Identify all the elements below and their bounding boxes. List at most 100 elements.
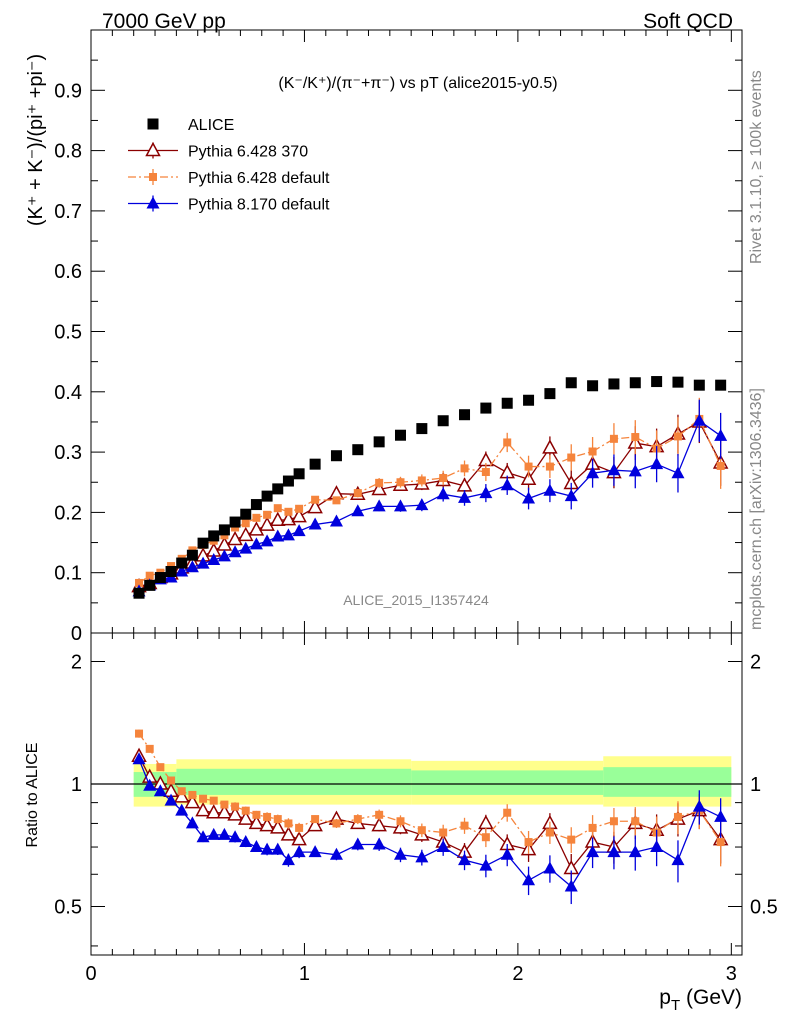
alice-point (394, 429, 406, 441)
alice-point (309, 458, 321, 470)
pythia-8-170-default-ratio-point (692, 799, 706, 812)
pythia-8-170-default-point (292, 524, 306, 537)
pythia-6-428-default-ratio-point (631, 817, 640, 826)
legend: ALICE Pythia 6.428 370 Pythia 6.428 defaul… (128, 117, 330, 214)
pythia-6-428-default-ratio-point (673, 812, 682, 821)
pythia-8-170-default-point (196, 556, 210, 569)
pythia-6-428-default-ratio-point (716, 838, 725, 847)
alice-point (330, 450, 342, 462)
pythia-6-428-default-ratio-point (145, 744, 154, 753)
y-tick-label: 0.1 (54, 563, 82, 585)
pythia-8-170-default-point (228, 545, 242, 558)
pythia-6-428-370-ratio-point (184, 794, 201, 809)
x-axis-label-main: p (659, 986, 671, 1009)
pythia-8-170-default-point (479, 486, 493, 499)
pythia-6-428-370-ratio-point (248, 814, 265, 830)
pythia-8-170-default-ratio-point (543, 861, 557, 874)
pythia-8-170-default-ratio-point (479, 858, 493, 871)
alice-point (715, 379, 727, 391)
legend-label-pythia-8-170-default: Pythia 8.170 default (188, 197, 330, 214)
ratio-tick-label-right: 2 (750, 652, 761, 674)
pythia-6-428-default-ratio-point (588, 823, 597, 832)
alice-point (186, 549, 198, 561)
pythia-6-428-default-point (567, 453, 576, 462)
alice-point (154, 572, 166, 584)
pythia-6-428-default-point (273, 504, 282, 513)
pythia-6-428-default-ratio-point (524, 838, 533, 847)
ratio-tick-label: 1 (71, 774, 82, 796)
ratio-panel: 0.5 0.5 1 1 2 2 Ratio to ALICE (24, 632, 778, 956)
x-axis-label: pT (GeV) (659, 986, 742, 1014)
pythia-8-170-default-point (671, 466, 685, 479)
pythia-8-170-default-ratio-point (228, 830, 242, 843)
legend-marker-pythia-6-428-370 (145, 141, 161, 157)
pythia-6-428-default-ratio-point (609, 817, 618, 826)
pythia-8-170-default-ratio-point (175, 803, 189, 816)
alice-point (501, 397, 513, 409)
alice-point (587, 380, 599, 392)
pythia-6-428-370-ratio-point (478, 814, 494, 830)
pythia-6-428-370-point (291, 508, 307, 523)
y-tick-label: 0.8 (54, 141, 82, 163)
pythia-8-170-default-ratio-point (586, 845, 600, 858)
pythia-6-428-default-ratio-point (332, 819, 341, 828)
pythia-8-170-default-ratio-point (143, 778, 157, 791)
pythia-8-170-default-ratio-point (714, 809, 728, 822)
pythia-6-428-default-ratio-point (503, 808, 512, 817)
pythia-6-428-default-point (609, 434, 618, 443)
pythia-8-170-default-ratio-point (207, 827, 221, 840)
pythia-6-428-default-point (439, 474, 448, 483)
pythia-8-170-default-point (372, 499, 386, 512)
pythia-6-428-default-ratio-point (396, 817, 405, 826)
rivet-label: Rivet 3.1.10, ≥ 100k events (748, 70, 765, 264)
pythia-6-428-default-point (716, 461, 725, 470)
y-tick-label: 0 (71, 623, 82, 645)
pythia-6-428-default-ratio-point (311, 815, 320, 824)
y-tick-label: 0.2 (54, 502, 82, 524)
pythia-8-170-default-ratio-point (500, 847, 514, 860)
pythia-8-170-default-point (692, 413, 706, 426)
pythia-6-428-370-point (237, 526, 254, 542)
pythia-6-428-default-ratio-point (231, 802, 240, 811)
alice-point (523, 394, 535, 406)
pythia-6-428-default-ratio-point (481, 833, 490, 842)
y-tick-label: 0.9 (54, 80, 82, 102)
chart-title: (K⁻/K⁺)/(π⁻+π⁻) vs pT (alice2015-y0.5) (278, 75, 557, 92)
pythia-6-428-default-ratio-point (263, 812, 272, 821)
pythia-8-170-default-ratio-point (522, 873, 536, 886)
pythia-6-428-default-ratio-point (252, 810, 261, 819)
pythia-6-428-370-point (270, 511, 286, 526)
pythia-8-170-default-ratio-point (351, 837, 365, 850)
alice-point (165, 565, 177, 577)
pythia-8-170-default-ratio-point (308, 845, 322, 858)
alice-point (544, 388, 556, 400)
pythia-8-170-default-point (628, 464, 642, 477)
mcplots-label: mcplots.cern.ch [arXiv:1306.3436] (748, 388, 765, 630)
pythia-8-170-default-ratio-point (628, 845, 642, 858)
pythia-8-170-default-point (586, 466, 600, 479)
pythia-6-428-default-point (284, 507, 293, 516)
ratio-band-green (411, 770, 604, 795)
pythia-8-170-default-ratio-point (671, 853, 685, 866)
pythia-6-428-default-point (145, 571, 154, 580)
pythia-8-170-default-ratio-point (281, 853, 295, 866)
pythia-6-428-default-point (311, 495, 320, 504)
alice-point (197, 537, 209, 549)
pythia-6-428-default-point (396, 478, 405, 487)
alice-point (272, 483, 284, 495)
pythia-8-170-default-ratio-point (164, 793, 178, 806)
alice-point (282, 475, 294, 487)
pythia-8-170-default-point (271, 529, 285, 542)
pythia-6-428-default-point (241, 519, 250, 528)
pythia-8-170-default-ratio-point (217, 827, 231, 840)
pythia-6-428-default-ratio-point (241, 806, 250, 815)
pythia-6-428-370-ratio-point (173, 788, 190, 803)
pythia-6-428-default-point (332, 496, 341, 505)
pythia-6-428-370-ratio-point (195, 802, 211, 817)
legend-label-pythia-6-428-default: Pythia 6.428 default (188, 170, 330, 187)
pythia-6-428-370-point (259, 516, 275, 531)
y-tick-label: 0.5 (54, 322, 82, 344)
pythia-8-170-default-ratio-point (372, 837, 386, 850)
pythia-6-428-370-point (248, 521, 265, 536)
